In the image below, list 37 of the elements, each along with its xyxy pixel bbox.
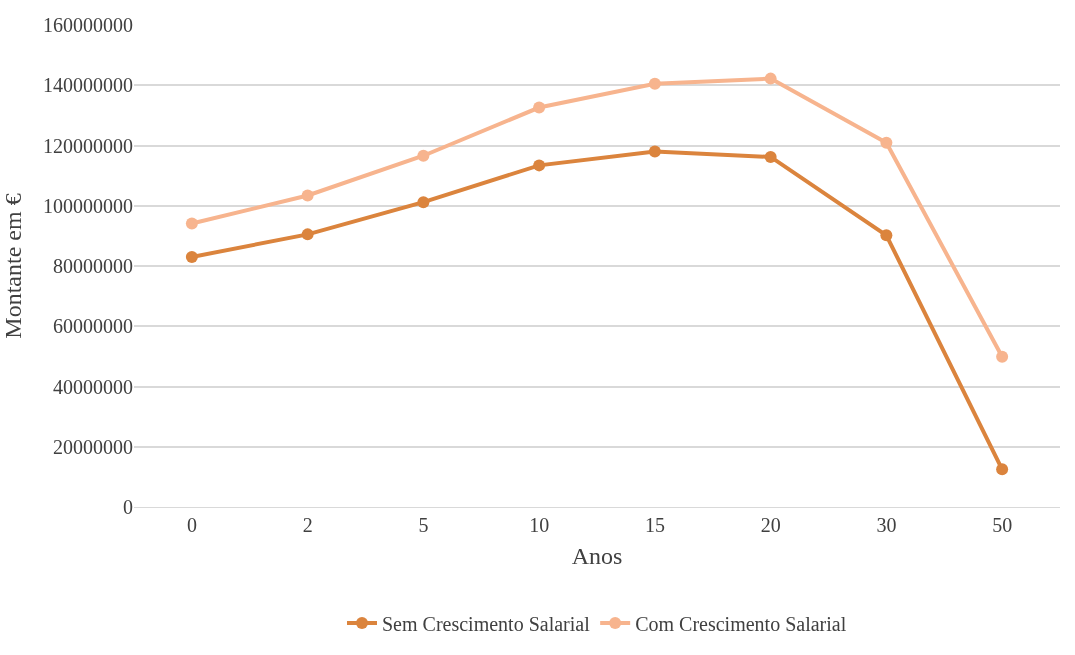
point	[764, 150, 777, 163]
point	[764, 72, 777, 85]
point	[648, 77, 661, 90]
legend-label: Com Crescimento Salarial	[635, 612, 847, 635]
y-tick-label: 60000000	[53, 315, 133, 338]
point	[185, 250, 198, 263]
x-tick-label: 50	[992, 514, 1013, 536]
point	[417, 196, 430, 209]
y-tick-label: 140000000	[43, 74, 133, 97]
y-tick-label: 80000000	[53, 255, 133, 277]
point	[185, 217, 198, 230]
x-tick-label: 0	[186, 514, 197, 536]
y-tick-label: 160000000	[43, 14, 133, 36]
point	[996, 463, 1009, 476]
y-tick-label: 120000000	[43, 134, 133, 157]
point	[880, 136, 893, 149]
x-tick-label: 15	[644, 514, 665, 536]
point	[648, 145, 661, 158]
point	[533, 101, 546, 114]
y-tick-label: 40000000	[53, 375, 133, 398]
point	[880, 229, 893, 242]
x-axis-title: Anos	[571, 543, 623, 570]
y-axis-title: Montante em €	[0, 193, 27, 339]
point	[301, 189, 314, 202]
point	[996, 350, 1009, 363]
x-tick-label: 10	[529, 514, 550, 536]
point	[417, 149, 430, 162]
point	[533, 159, 546, 172]
legend-label: Sem Crescimento Salarial	[382, 612, 591, 635]
y-tick-label: 0	[123, 496, 133, 518]
x-tick-label: 5	[418, 514, 429, 536]
point	[301, 228, 314, 241]
x-tick-label: 30	[876, 514, 897, 536]
y-tick-label: 100000000	[43, 194, 133, 217]
x-tick-label: 2	[302, 514, 313, 536]
x-tick-label: 20	[760, 514, 781, 536]
y-tick-label: 20000000	[53, 435, 133, 458]
